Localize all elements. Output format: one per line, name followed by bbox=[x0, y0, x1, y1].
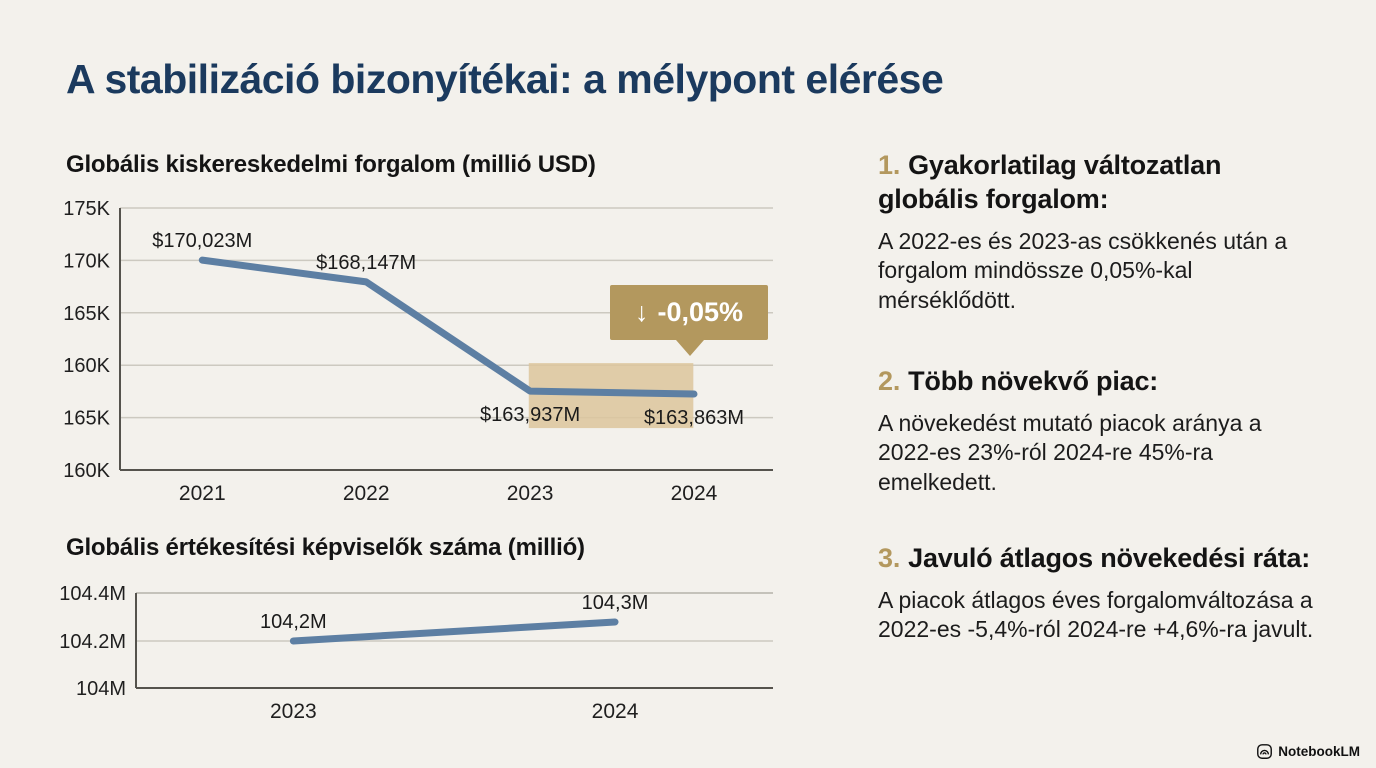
svg-text:2024: 2024 bbox=[592, 700, 639, 723]
svg-text:2023: 2023 bbox=[270, 700, 317, 723]
svg-text:104,2M: 104,2M bbox=[260, 611, 327, 633]
svg-text:2021: 2021 bbox=[179, 482, 226, 505]
svg-text:$170,023M: $170,023M bbox=[152, 230, 252, 252]
key-point-1-heading: 1. Gyakorlatilag változatlan globális for… bbox=[878, 148, 1322, 216]
page-title: A stabilizáció bizonyítékai: a mélypont … bbox=[66, 56, 944, 102]
svg-text:$163,863M: $163,863M bbox=[644, 407, 744, 429]
retail-turnover-chart: 175K 170K 165K 160K 165K 160K 2021 2022 2023 2024… bbox=[63, 198, 773, 505]
key-point-2-body: A növekedést mutató piacok aránya a 2022… bbox=[878, 410, 1262, 495]
key-point-3-heading-text: Javuló átlagos növekedési ráta: bbox=[908, 543, 1311, 573]
svg-text:175K: 175K bbox=[63, 198, 110, 220]
key-point-1-number: 1. bbox=[878, 150, 901, 180]
svg-text:104M: 104M bbox=[76, 678, 126, 700]
key-point-1-heading-text: Gyakorlatilag változatlan globális forga… bbox=[878, 150, 1222, 215]
svg-text:165K: 165K bbox=[63, 408, 110, 430]
svg-text:104,3M: 104,3M bbox=[582, 592, 649, 614]
reps-chart-title: Globális értékesítési képviselők száma (… bbox=[66, 534, 585, 561]
retail-chart-title: Globális kiskereskedelmi forgalom (milli… bbox=[66, 151, 596, 178]
key-point-2-heading: 2. Több növekvő piac: bbox=[878, 364, 1322, 398]
svg-text:2023: 2023 bbox=[507, 482, 554, 505]
key-point-1-body: A 2022-es és 2023-as csökkenés után a fo… bbox=[878, 228, 1288, 313]
svg-text:160K: 160K bbox=[63, 460, 110, 482]
svg-text:104.4M: 104.4M bbox=[59, 585, 126, 605]
svg-text:165K: 165K bbox=[63, 303, 110, 325]
svg-text:170K: 170K bbox=[63, 250, 110, 272]
decline-badge: ↓ -0,05% bbox=[610, 285, 768, 356]
key-point-2-heading-text: Több növekvő piac: bbox=[908, 366, 1159, 396]
key-point-1: 1. Gyakorlatilag változatlan globális for… bbox=[878, 148, 1322, 315]
notebooklm-logo-icon bbox=[1257, 744, 1273, 759]
badge-pointer bbox=[676, 340, 704, 356]
sales-reps-chart: 104.4M 104.2M 104M 2023 2024 104,2M 104,3M bbox=[59, 585, 773, 723]
svg-text:104.2M: 104.2M bbox=[59, 631, 126, 653]
notebooklm-label: NotebookLM bbox=[1278, 744, 1360, 759]
svg-text:2022: 2022 bbox=[343, 482, 390, 505]
svg-text:$168,147M: $168,147M bbox=[316, 252, 416, 274]
notebooklm-watermark: NotebookLM bbox=[1256, 743, 1360, 760]
decline-badge-value: -0,05% bbox=[657, 297, 744, 327]
key-point-3: 3. Javuló átlagos növekedési ráta: A piac… bbox=[878, 541, 1322, 645]
key-point-3-heading: 3. Javuló átlagos növekedési ráta: bbox=[878, 541, 1322, 575]
svg-text:160K: 160K bbox=[63, 355, 110, 377]
key-point-2: 2. Több növekvő piac: A növekedést mutató… bbox=[878, 364, 1322, 497]
key-point-2-number: 2. bbox=[878, 366, 901, 396]
key-point-3-body: A piacok átlagos éves forgalomváltozása … bbox=[878, 587, 1314, 643]
down-arrow-icon: ↓ bbox=[634, 297, 649, 327]
svg-text:2024: 2024 bbox=[671, 482, 718, 505]
svg-text:$163,937M: $163,937M bbox=[480, 404, 580, 426]
key-point-3-number: 3. bbox=[878, 543, 901, 573]
